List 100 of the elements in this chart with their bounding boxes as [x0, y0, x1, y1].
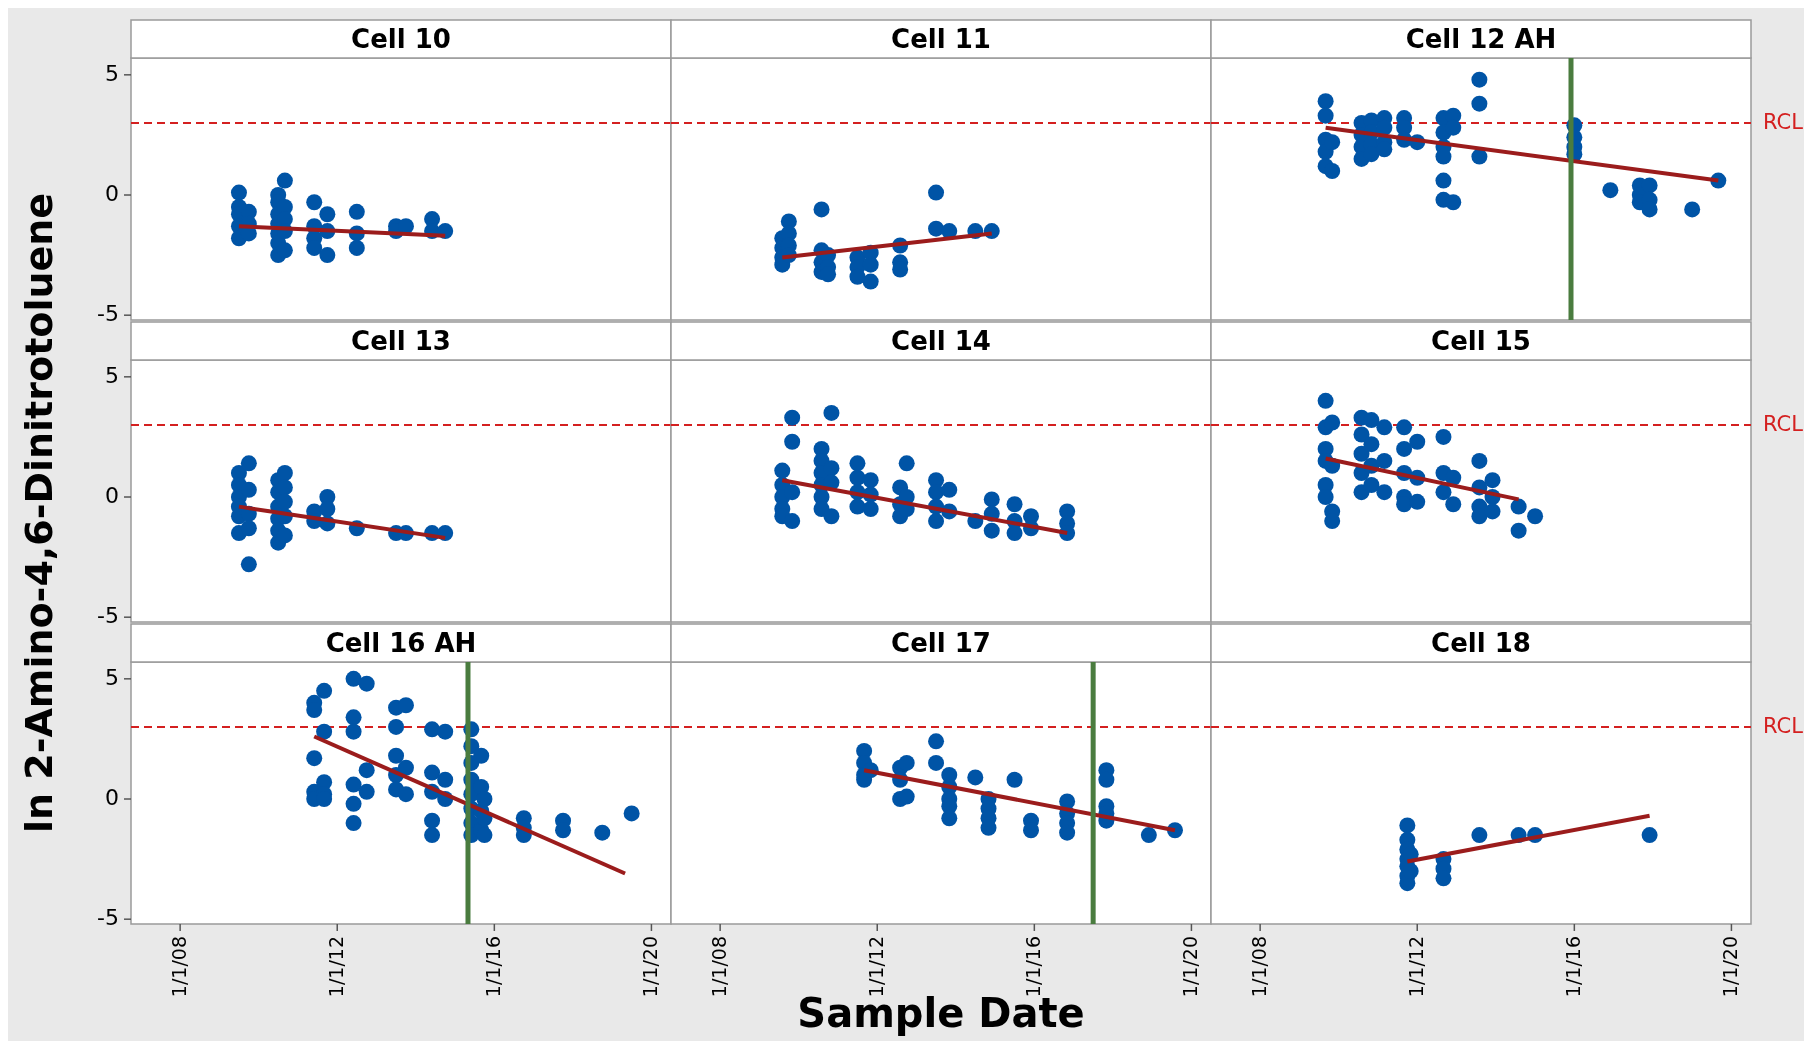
point [1471, 827, 1488, 844]
chart-title: Cell 14 [891, 325, 991, 356]
point [1006, 525, 1023, 542]
point [319, 247, 336, 264]
point [1376, 452, 1393, 469]
point [1376, 419, 1393, 436]
point [1484, 472, 1501, 489]
x-tick-label: 1/1/12 [324, 936, 347, 998]
point [849, 455, 866, 472]
point [1445, 496, 1462, 513]
point [1353, 426, 1370, 443]
y-axis-title: ln 2-Amino-4,6-Dinitrotoluene [17, 192, 61, 834]
x-tick-label: 1/1/16 [481, 936, 504, 998]
point [316, 682, 333, 699]
point [276, 464, 293, 481]
point [1324, 162, 1341, 179]
point [1527, 508, 1544, 525]
x-tick-label: 1/1/16 [1021, 936, 1044, 998]
point [1363, 476, 1380, 493]
point [1409, 433, 1426, 450]
chart-title: Cell 11 [891, 23, 991, 54]
point [1324, 414, 1341, 431]
point [345, 670, 362, 687]
point [1471, 148, 1488, 165]
point [316, 723, 333, 740]
point [862, 273, 879, 290]
point [1396, 440, 1413, 457]
point [849, 498, 866, 515]
point [319, 206, 336, 223]
point [358, 675, 375, 692]
chart-title: Cell 12 AH [1405, 23, 1557, 54]
point [1006, 496, 1023, 513]
x-tick-label: 1/1/20 [1178, 936, 1201, 998]
point [1140, 827, 1157, 844]
point [928, 754, 945, 771]
point [424, 764, 441, 781]
y-tick-label: 5 [105, 664, 119, 690]
point [623, 805, 640, 822]
point [784, 433, 801, 450]
point [941, 810, 958, 827]
point [1409, 493, 1426, 510]
point [388, 747, 405, 764]
point [1445, 119, 1462, 136]
point [784, 409, 801, 426]
point [1363, 436, 1380, 453]
point [1363, 412, 1380, 429]
point [424, 721, 441, 738]
point [397, 697, 414, 714]
point [345, 723, 362, 740]
point [1471, 452, 1488, 469]
chart-title: Cell 13 [351, 325, 451, 356]
chart-title: Cell 16 AH [325, 627, 477, 658]
point [1510, 522, 1527, 539]
point [388, 718, 405, 735]
point [397, 786, 414, 803]
point [784, 513, 801, 530]
ref-line-label: RCL [1763, 713, 1804, 738]
chart-title: Cell 18 [1431, 627, 1531, 658]
point [230, 184, 247, 201]
point [941, 481, 958, 498]
point [306, 194, 323, 211]
point [967, 769, 984, 786]
point [476, 827, 493, 844]
point [276, 172, 293, 189]
ref-line-label: RCL [1763, 109, 1804, 134]
point [424, 812, 441, 829]
point [240, 455, 257, 472]
point [1317, 93, 1334, 110]
y-tick-label: 0 [105, 483, 119, 509]
point [1435, 428, 1452, 445]
point [1317, 489, 1334, 506]
point [319, 501, 336, 518]
point [1376, 484, 1393, 501]
point [1602, 182, 1619, 199]
point [928, 733, 945, 750]
point [358, 783, 375, 800]
chart-title: Cell 17 [891, 627, 991, 658]
point [348, 239, 365, 256]
point [1471, 95, 1488, 112]
point [862, 472, 879, 489]
point [813, 201, 830, 218]
point [1353, 445, 1370, 462]
y-tick-label: 0 [105, 181, 119, 207]
point [928, 484, 945, 501]
x-tick-label: 1/1/20 [638, 936, 661, 998]
x-tick-label: 1/1/08 [167, 936, 190, 998]
point [345, 776, 362, 793]
point [928, 220, 945, 237]
point [1435, 484, 1452, 501]
point [473, 747, 490, 764]
point [983, 491, 1000, 508]
point [424, 827, 441, 844]
point [1396, 419, 1413, 436]
x-tick-label: 1/1/12 [1404, 936, 1427, 998]
point [898, 754, 915, 771]
point [348, 203, 365, 220]
y-tick-label: 5 [105, 60, 119, 86]
point [437, 723, 454, 740]
ref-line-label: RCL [1763, 411, 1804, 436]
x-tick-label: 1/1/08 [1247, 936, 1270, 998]
